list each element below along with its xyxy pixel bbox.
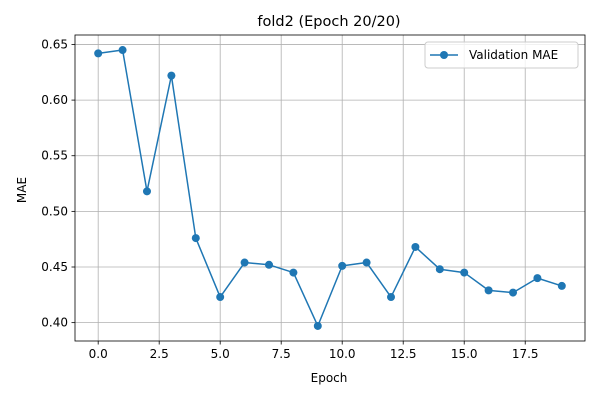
- y-tick-label: 0.40: [41, 316, 68, 330]
- x-tick-label: 5.0: [211, 347, 230, 361]
- y-tick-label: 0.45: [41, 260, 68, 274]
- x-tick-label: 7.5: [272, 347, 291, 361]
- x-tick-label: 0.0: [89, 347, 108, 361]
- data-point: [411, 242, 420, 251]
- data-point: [387, 293, 396, 302]
- x-tick-label: 2.5: [150, 347, 169, 361]
- axes: 0.0 2.5 5.0 7.5 10.0 12.5 15.0 17.5 0.40 0.45 0.50…: [41, 34, 586, 361]
- x-tick-label: 15.0: [451, 347, 478, 361]
- data-point: [142, 187, 151, 196]
- data-point: [313, 321, 322, 330]
- data-point: [435, 265, 444, 274]
- data-point: [94, 49, 103, 58]
- legend-box: [424, 41, 579, 69]
- y-tick-label: 0.50: [41, 204, 68, 218]
- data-point: [191, 234, 200, 243]
- legend: Validation MAE: [424, 41, 579, 69]
- data-point: [460, 268, 469, 277]
- plot-frame: [74, 34, 586, 342]
- data-point: [264, 260, 273, 269]
- data-point: [362, 258, 371, 267]
- data-point: [216, 293, 225, 302]
- legend-series-marker: [440, 51, 448, 59]
- data-point: [167, 71, 176, 80]
- data-point: [509, 288, 518, 297]
- data-point: [338, 261, 347, 270]
- data-point: [289, 268, 298, 277]
- data-point: [484, 286, 493, 295]
- series-layer: [94, 46, 566, 330]
- y-tick-label: 0.60: [41, 93, 68, 107]
- y-axis-title: MAE: [15, 177, 29, 203]
- data-point: [118, 46, 127, 55]
- data-point: [240, 258, 249, 267]
- x-axis-title: Epoch: [311, 371, 348, 385]
- x-tick-label: 10.0: [329, 347, 356, 361]
- y-tick-label: 0.55: [41, 149, 68, 163]
- legend-label: Validation MAE: [469, 48, 558, 62]
- x-tick-label: 12.5: [390, 347, 417, 361]
- chart-title: fold2 (Epoch 20/20): [257, 14, 400, 30]
- data-point: [533, 274, 542, 283]
- x-tick-label: 17.5: [512, 347, 539, 361]
- y-tick-label: 0.65: [41, 37, 68, 51]
- grid: [75, 35, 585, 341]
- series-line: [98, 49, 563, 327]
- data-point: [557, 281, 566, 290]
